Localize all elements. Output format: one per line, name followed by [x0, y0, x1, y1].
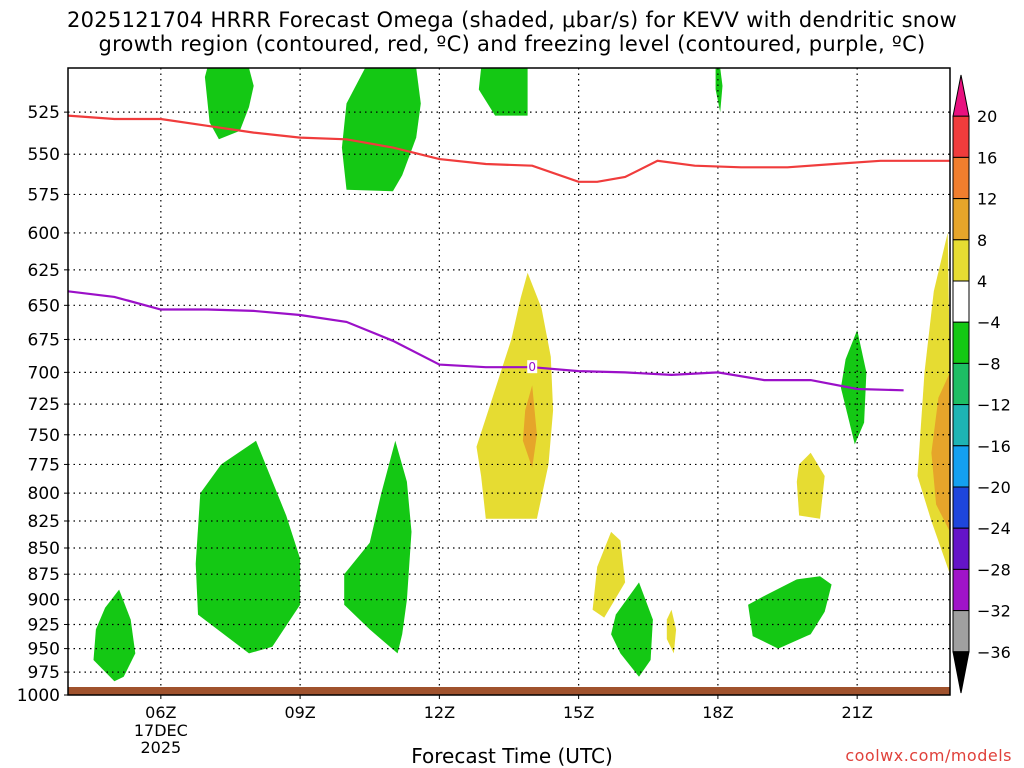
y-tick-label: 950	[28, 640, 60, 660]
colorbar: 20 16 12 8 4 −4 −8 −12 −16 −20 −24 −28 −32 −36	[952, 74, 1011, 694]
freezing-level-contour	[68, 290, 904, 392]
colorbar-tick-label: −36	[977, 643, 1011, 662]
colorbar-tick-label: −8	[977, 354, 1001, 373]
colorbar-segment	[952, 321, 970, 364]
x-tick-label: 09Z	[284, 703, 315, 722]
y-tick-label: 900	[28, 591, 60, 611]
y-tick-label: 625	[28, 261, 60, 281]
colorbar-segment	[952, 239, 970, 282]
plot-area: 0	[68, 68, 950, 695]
colorbar-segment	[952, 280, 970, 323]
grid	[68, 68, 950, 695]
ground-surface	[68, 687, 950, 695]
omega-area-5	[522, 385, 537, 468]
colorbar-tick-label: 16	[977, 148, 997, 167]
credit-link[interactable]: coolwx.com/models	[845, 746, 1012, 765]
omega-area-13	[344, 440, 412, 654]
y-tick-label: 825	[28, 512, 60, 532]
x-tick-label: 15Z	[563, 703, 594, 722]
colorbar-segment	[952, 486, 970, 529]
omega-area-6	[592, 531, 626, 618]
colorbar-tick-label: −32	[977, 602, 1011, 621]
y-tick-label: 1000	[17, 686, 60, 706]
colorbar-segment	[952, 568, 970, 612]
x-tick-sublabel: 17DEC	[134, 721, 188, 740]
y-tick-label: 650	[28, 296, 60, 316]
colorbar-tick-label: 8	[977, 231, 987, 250]
omega-area-11	[931, 372, 950, 532]
x-tick-label: 06Z	[145, 703, 176, 722]
x-tick-label: 12Z	[424, 703, 455, 722]
x-tick-label: 18Z	[702, 703, 733, 722]
colorbar-segment	[952, 610, 970, 653]
omega-area-3	[478, 68, 528, 116]
omega-area-12	[195, 440, 301, 654]
colorbar-tick-label: 20	[977, 107, 997, 126]
colorbar-tick-label: −24	[977, 519, 1011, 538]
chart-title-line2: growth region (contoured, red, ºC) and f…	[98, 32, 926, 56]
plot-frame	[67, 67, 951, 696]
y-tick-label: 700	[28, 363, 60, 383]
y-tick-label: 975	[28, 663, 60, 683]
chart-title: 2025121704 HRRR Forecast Omega (shaded, …	[0, 8, 1024, 56]
colorbar-segment	[952, 404, 970, 447]
y-tick-label: 675	[28, 330, 60, 350]
y-tick-label: 925	[28, 615, 60, 635]
y-tick-label: 725	[28, 395, 60, 415]
omega-area-17	[748, 576, 832, 649]
y-tick-label: 750	[28, 426, 60, 446]
freezing-level-label-bg	[527, 360, 538, 374]
y-tick-label: 600	[28, 224, 60, 244]
colorbar-segment	[952, 527, 970, 570]
x-tick-label: 21Z	[841, 703, 872, 722]
y-tick-label: 550	[28, 145, 60, 165]
colorbar-tick-label: −16	[977, 437, 1011, 456]
colorbar-segment	[952, 74, 970, 117]
omega-area-14	[93, 589, 136, 682]
colorbar-segment	[952, 651, 970, 694]
colorbar-tick-label: 12	[977, 190, 997, 209]
dgz-contour	[68, 114, 950, 183]
colorbar-tick-label: −4	[977, 313, 1001, 332]
colorbar-segment	[952, 362, 970, 406]
y-tick-label: 575	[28, 185, 60, 205]
omega-area-8	[796, 452, 825, 519]
x-axis-label: Forecast Time (UTC)	[411, 744, 613, 768]
colorbar-segment	[952, 445, 970, 488]
y-tick-label: 775	[28, 455, 60, 475]
omega-area-15	[611, 582, 653, 677]
y-tick-label: 800	[28, 484, 60, 504]
omega-area-2	[341, 68, 421, 192]
omega-area-16	[666, 609, 677, 654]
omega-area-1	[204, 68, 254, 140]
omega-area-9	[840, 330, 867, 445]
colorbar-tick-label: −28	[977, 560, 1011, 579]
omega-area-4	[476, 272, 554, 519]
y-tick-label: 875	[28, 565, 60, 585]
colorbar-segment	[952, 156, 970, 200]
x-tick-sublabel: 2025	[140, 738, 181, 757]
colorbar-segment	[952, 115, 970, 158]
colorbar-tick-label: −20	[977, 478, 1011, 497]
colorbar-tick-label: 4	[977, 272, 987, 291]
y-tick-label: 525	[28, 103, 60, 123]
colorbar-tick-label: −12	[977, 396, 1011, 415]
chart-title-line1: 2025121704 HRRR Forecast Omega (shaded, …	[66, 8, 958, 32]
y-tick-label: 850	[28, 539, 60, 559]
freezing-level-label: 0	[528, 360, 536, 374]
colorbar-segment	[952, 198, 970, 241]
